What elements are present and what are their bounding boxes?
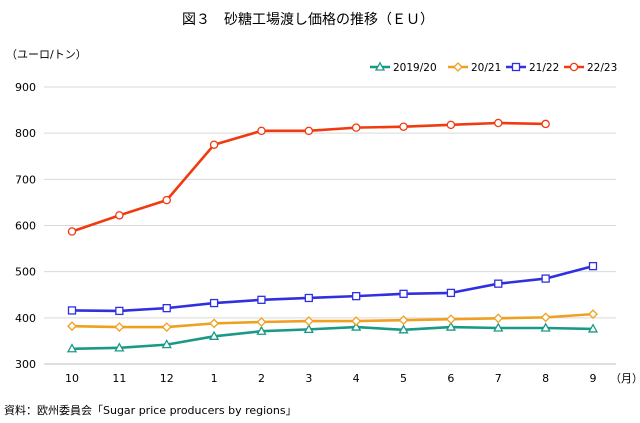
y-axis-label: （ユーロ/トン） <box>6 48 87 61</box>
x-tick-label: 3 <box>305 372 312 385</box>
data-point <box>569 62 579 72</box>
series-22-23 <box>67 118 550 236</box>
x-tick-label: 2 <box>258 372 265 385</box>
series-line <box>71 312 594 329</box>
data-point <box>511 62 521 72</box>
y-axis-ticks: 300 400 500 600 700 800 900 <box>15 81 36 371</box>
data-point <box>374 61 386 71</box>
data-point <box>351 321 362 331</box>
y-tick-label: 800 <box>15 127 36 140</box>
data-point <box>208 330 220 340</box>
data-point <box>587 323 599 333</box>
x-tick-label: 7 <box>495 372 502 385</box>
legend-label: 21/22 <box>529 62 559 74</box>
data-point <box>399 122 408 131</box>
data-point <box>494 118 503 128</box>
series-line <box>71 121 546 233</box>
x-tick-label: 12 <box>160 372 174 385</box>
data-point <box>304 126 314 136</box>
data-point <box>445 321 457 331</box>
x-axis-unit: （月） <box>610 372 640 385</box>
legend-item: 20/21 <box>448 62 501 74</box>
x-tick-label: 8 <box>542 372 549 385</box>
legend-item: 21/22 <box>506 62 559 74</box>
x-tick-label: 1 <box>211 372 218 385</box>
data-point <box>399 289 408 298</box>
y-tick-label: 400 <box>15 312 36 325</box>
legend-label: 22/23 <box>587 62 617 74</box>
x-axis-ticks: 10 11 12 1 2 3 4 5 6 7 8 9 <box>65 372 597 385</box>
series-group <box>66 118 599 353</box>
x-tick-label: 6 <box>447 372 454 385</box>
data-point <box>209 318 220 329</box>
data-point <box>162 195 171 205</box>
data-point <box>161 322 172 332</box>
y-tick-label: 600 <box>15 220 36 233</box>
data-point <box>494 279 503 288</box>
data-point <box>257 126 266 136</box>
data-point <box>398 324 409 334</box>
series-2019-20 <box>66 321 599 353</box>
data-point <box>493 322 504 332</box>
data-point <box>66 343 78 353</box>
data-point <box>303 316 314 326</box>
data-point <box>398 315 409 326</box>
data-point <box>304 293 313 303</box>
data-point <box>161 339 172 349</box>
series-line <box>71 264 594 313</box>
x-tick-label: 11 <box>112 372 126 385</box>
legend-label: 2019/20 <box>393 62 437 74</box>
data-point <box>351 316 362 326</box>
data-point <box>588 309 598 320</box>
data-point <box>588 261 598 271</box>
data-point <box>453 62 463 72</box>
data-point <box>256 325 267 335</box>
y-tick-label: 500 <box>15 266 36 279</box>
x-tick-label: 10 <box>65 372 79 385</box>
data-point <box>303 323 314 334</box>
legend-label: 20/21 <box>471 62 501 74</box>
y-tick-label: 300 <box>15 358 36 371</box>
gridlines <box>44 86 616 365</box>
legend-item: 22/23 <box>564 62 617 74</box>
data-point <box>541 274 550 283</box>
data-point <box>352 291 361 301</box>
x-tick-label: 5 <box>400 372 407 385</box>
series-line <box>71 325 594 351</box>
data-point <box>541 119 550 129</box>
data-point <box>351 123 361 132</box>
data-point <box>67 227 77 236</box>
data-point <box>256 317 267 327</box>
y-tick-label: 700 <box>15 173 36 186</box>
data-point <box>162 303 171 313</box>
data-point <box>67 321 77 332</box>
data-point <box>114 342 125 352</box>
data-point <box>446 288 456 298</box>
x-tick-label: 4 <box>353 372 360 385</box>
chart-title: 図３ 砂糖工場渡し価格の推移（ＥＵ） <box>182 12 434 28</box>
data-point <box>540 312 551 323</box>
data-point <box>493 313 504 324</box>
data-point <box>115 211 124 220</box>
source-note: 資料：欧州委員会「Sugar price producers by region… <box>4 403 297 417</box>
data-point <box>445 314 456 325</box>
legend: 2019/20 20/21 21/22 22/23 <box>370 61 617 74</box>
data-point <box>114 322 125 332</box>
data-point <box>209 140 219 149</box>
data-point <box>540 322 551 332</box>
x-tick-label: 9 <box>590 372 597 385</box>
series-20-21 <box>67 309 598 332</box>
data-point <box>257 295 266 304</box>
y-tick-label: 900 <box>15 81 36 94</box>
legend-item: 2019/20 <box>370 61 437 74</box>
series-21-22 <box>67 261 598 316</box>
data-point <box>115 306 124 316</box>
data-point <box>446 120 456 130</box>
data-point <box>209 298 219 308</box>
data-point <box>67 306 77 315</box>
